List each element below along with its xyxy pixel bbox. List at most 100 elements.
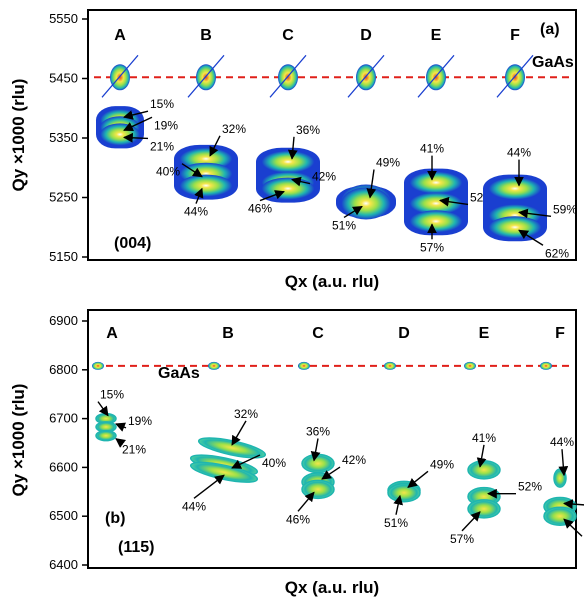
sample-label: E: [479, 325, 490, 342]
composition-label: 62%: [545, 246, 569, 260]
y-ticks-b: 6900 6800 6700 6600 6500 6400: [49, 313, 88, 572]
y-tick-label: 6900: [49, 313, 78, 328]
composition-label: 19%: [154, 118, 178, 132]
sample-label: B: [200, 27, 212, 44]
layer-peak: [301, 479, 335, 500]
composition-arrow: [231, 420, 247, 446]
composition-arrow: [97, 401, 109, 417]
composition-label: 19%: [128, 414, 152, 428]
composition-arrow: [291, 176, 311, 187]
composition-label: 36%: [306, 424, 330, 438]
y-tick-label: 6400: [49, 557, 78, 572]
composition-arrow: [461, 511, 481, 532]
maps-b: A 15% 19% 21% B 32% 40% 44% C 36% 42% 46% D 49% 51% E 41…: [92, 325, 584, 546]
y-tick-label: 6600: [49, 459, 78, 474]
reflection-label-a: (004): [114, 235, 151, 252]
layer-peak: [95, 429, 117, 442]
composition-label: 42%: [342, 453, 366, 467]
gaas-streak: [417, 54, 455, 98]
y-tick-label: 6800: [49, 362, 78, 377]
y-tick-label: 5150: [49, 249, 78, 264]
composition-label: 21%: [122, 443, 146, 457]
gaas-streak: [269, 54, 307, 98]
layer-peak: [387, 483, 421, 503]
layer-peak: [301, 453, 335, 474]
composition-arrow: [321, 466, 341, 480]
gaas-label-a: GaAs: [532, 54, 574, 71]
y-axis-label-b: Qy ×1000 (rlu): [9, 384, 28, 497]
maps-a: A 15% 19% 21% B 32% 40% 44% C 36% 42% 46% D 49% 51% E 41…: [96, 27, 577, 260]
gaas-label-b: GaAs: [158, 365, 200, 382]
composition-label: 49%: [430, 457, 454, 471]
composition-arrow: [297, 491, 315, 512]
composition-label: 32%: [234, 407, 258, 421]
y-tick-label: 5450: [49, 71, 78, 86]
composition-arrow: [558, 449, 569, 477]
composition-arrow: [439, 196, 469, 207]
layer-peak: [488, 177, 542, 200]
composition-label: 41%: [420, 142, 444, 156]
layer-peak: [467, 460, 501, 480]
composition-arrow: [231, 454, 261, 469]
gaas-streak: [496, 54, 534, 98]
layer-peak: [261, 150, 315, 173]
composition-label: 44%: [182, 499, 206, 513]
composition-label: 41%: [472, 431, 496, 445]
composition-label: 44%: [550, 435, 574, 449]
y-tick-label: 5250: [49, 190, 78, 205]
composition-label: 15%: [100, 388, 124, 402]
composition-arrow: [123, 132, 149, 143]
composition-label: 44%: [184, 205, 208, 219]
sample-label: A: [106, 325, 118, 342]
composition-arrow: [563, 518, 583, 537]
composition-label: 21%: [150, 139, 174, 153]
composition-arrow: [518, 208, 552, 219]
sample-label: D: [398, 325, 410, 342]
gaas-substrate-peak: [464, 361, 476, 370]
layer-peak: [409, 210, 463, 233]
composition-label: 40%: [262, 456, 286, 470]
sample-label: C: [312, 325, 324, 342]
sample-label: D: [360, 27, 372, 44]
composition-arrow: [407, 470, 429, 488]
sample-label: F: [555, 325, 565, 342]
y-tick-label: 5550: [49, 11, 78, 26]
composition-label: 57%: [450, 532, 474, 546]
gaas-streak: [187, 54, 225, 98]
panel-label-a: (a): [540, 21, 560, 38]
composition-label: 57%: [420, 240, 444, 254]
gaas-substrate-peak: [298, 361, 310, 370]
composition-label: 42%: [312, 170, 336, 184]
plot-frame-b: [87, 309, 577, 569]
x-axis-label-b: Qx (a.u. rlu): [285, 578, 379, 597]
reflection-label-b: (115): [118, 539, 154, 556]
composition-label: 49%: [376, 155, 400, 169]
panel-label-b: (b): [105, 510, 125, 527]
panel-a: 5550 5450 5350 5250 5150 A 15% 19% 21% B 32% 40% 44…: [9, 9, 577, 291]
sample-label: C: [282, 27, 294, 44]
composition-label: 40%: [156, 165, 180, 179]
composition-label: 46%: [286, 512, 310, 526]
gaas-substrate-peak: [384, 361, 396, 370]
composition-arrow: [209, 135, 221, 157]
composition-arrow: [193, 474, 225, 499]
gaas-substrate-peak: [540, 361, 552, 370]
y-ticks-a: 5550 5450 5350 5250 5150: [49, 11, 88, 264]
composition-arrow: [518, 229, 544, 246]
composition-label: 36%: [296, 123, 320, 137]
sample-label: E: [431, 27, 442, 44]
y-tick-label: 6700: [49, 411, 78, 426]
composition-arrow: [259, 190, 285, 202]
composition-arrow: [343, 205, 363, 219]
y-tick-label: 6500: [49, 508, 78, 523]
gaas-streak: [347, 54, 385, 98]
layer-peak: [543, 506, 577, 526]
y-tick-label: 5350: [49, 130, 78, 145]
composition-label: 15%: [150, 97, 174, 111]
composition-label: 44%: [507, 146, 531, 160]
x-axis-label-a: Qx (a.u. rlu): [285, 272, 379, 291]
composition-label: 52%: [518, 480, 542, 494]
gaas-substrate-peak: [208, 361, 220, 370]
layer-peak: [409, 171, 463, 194]
